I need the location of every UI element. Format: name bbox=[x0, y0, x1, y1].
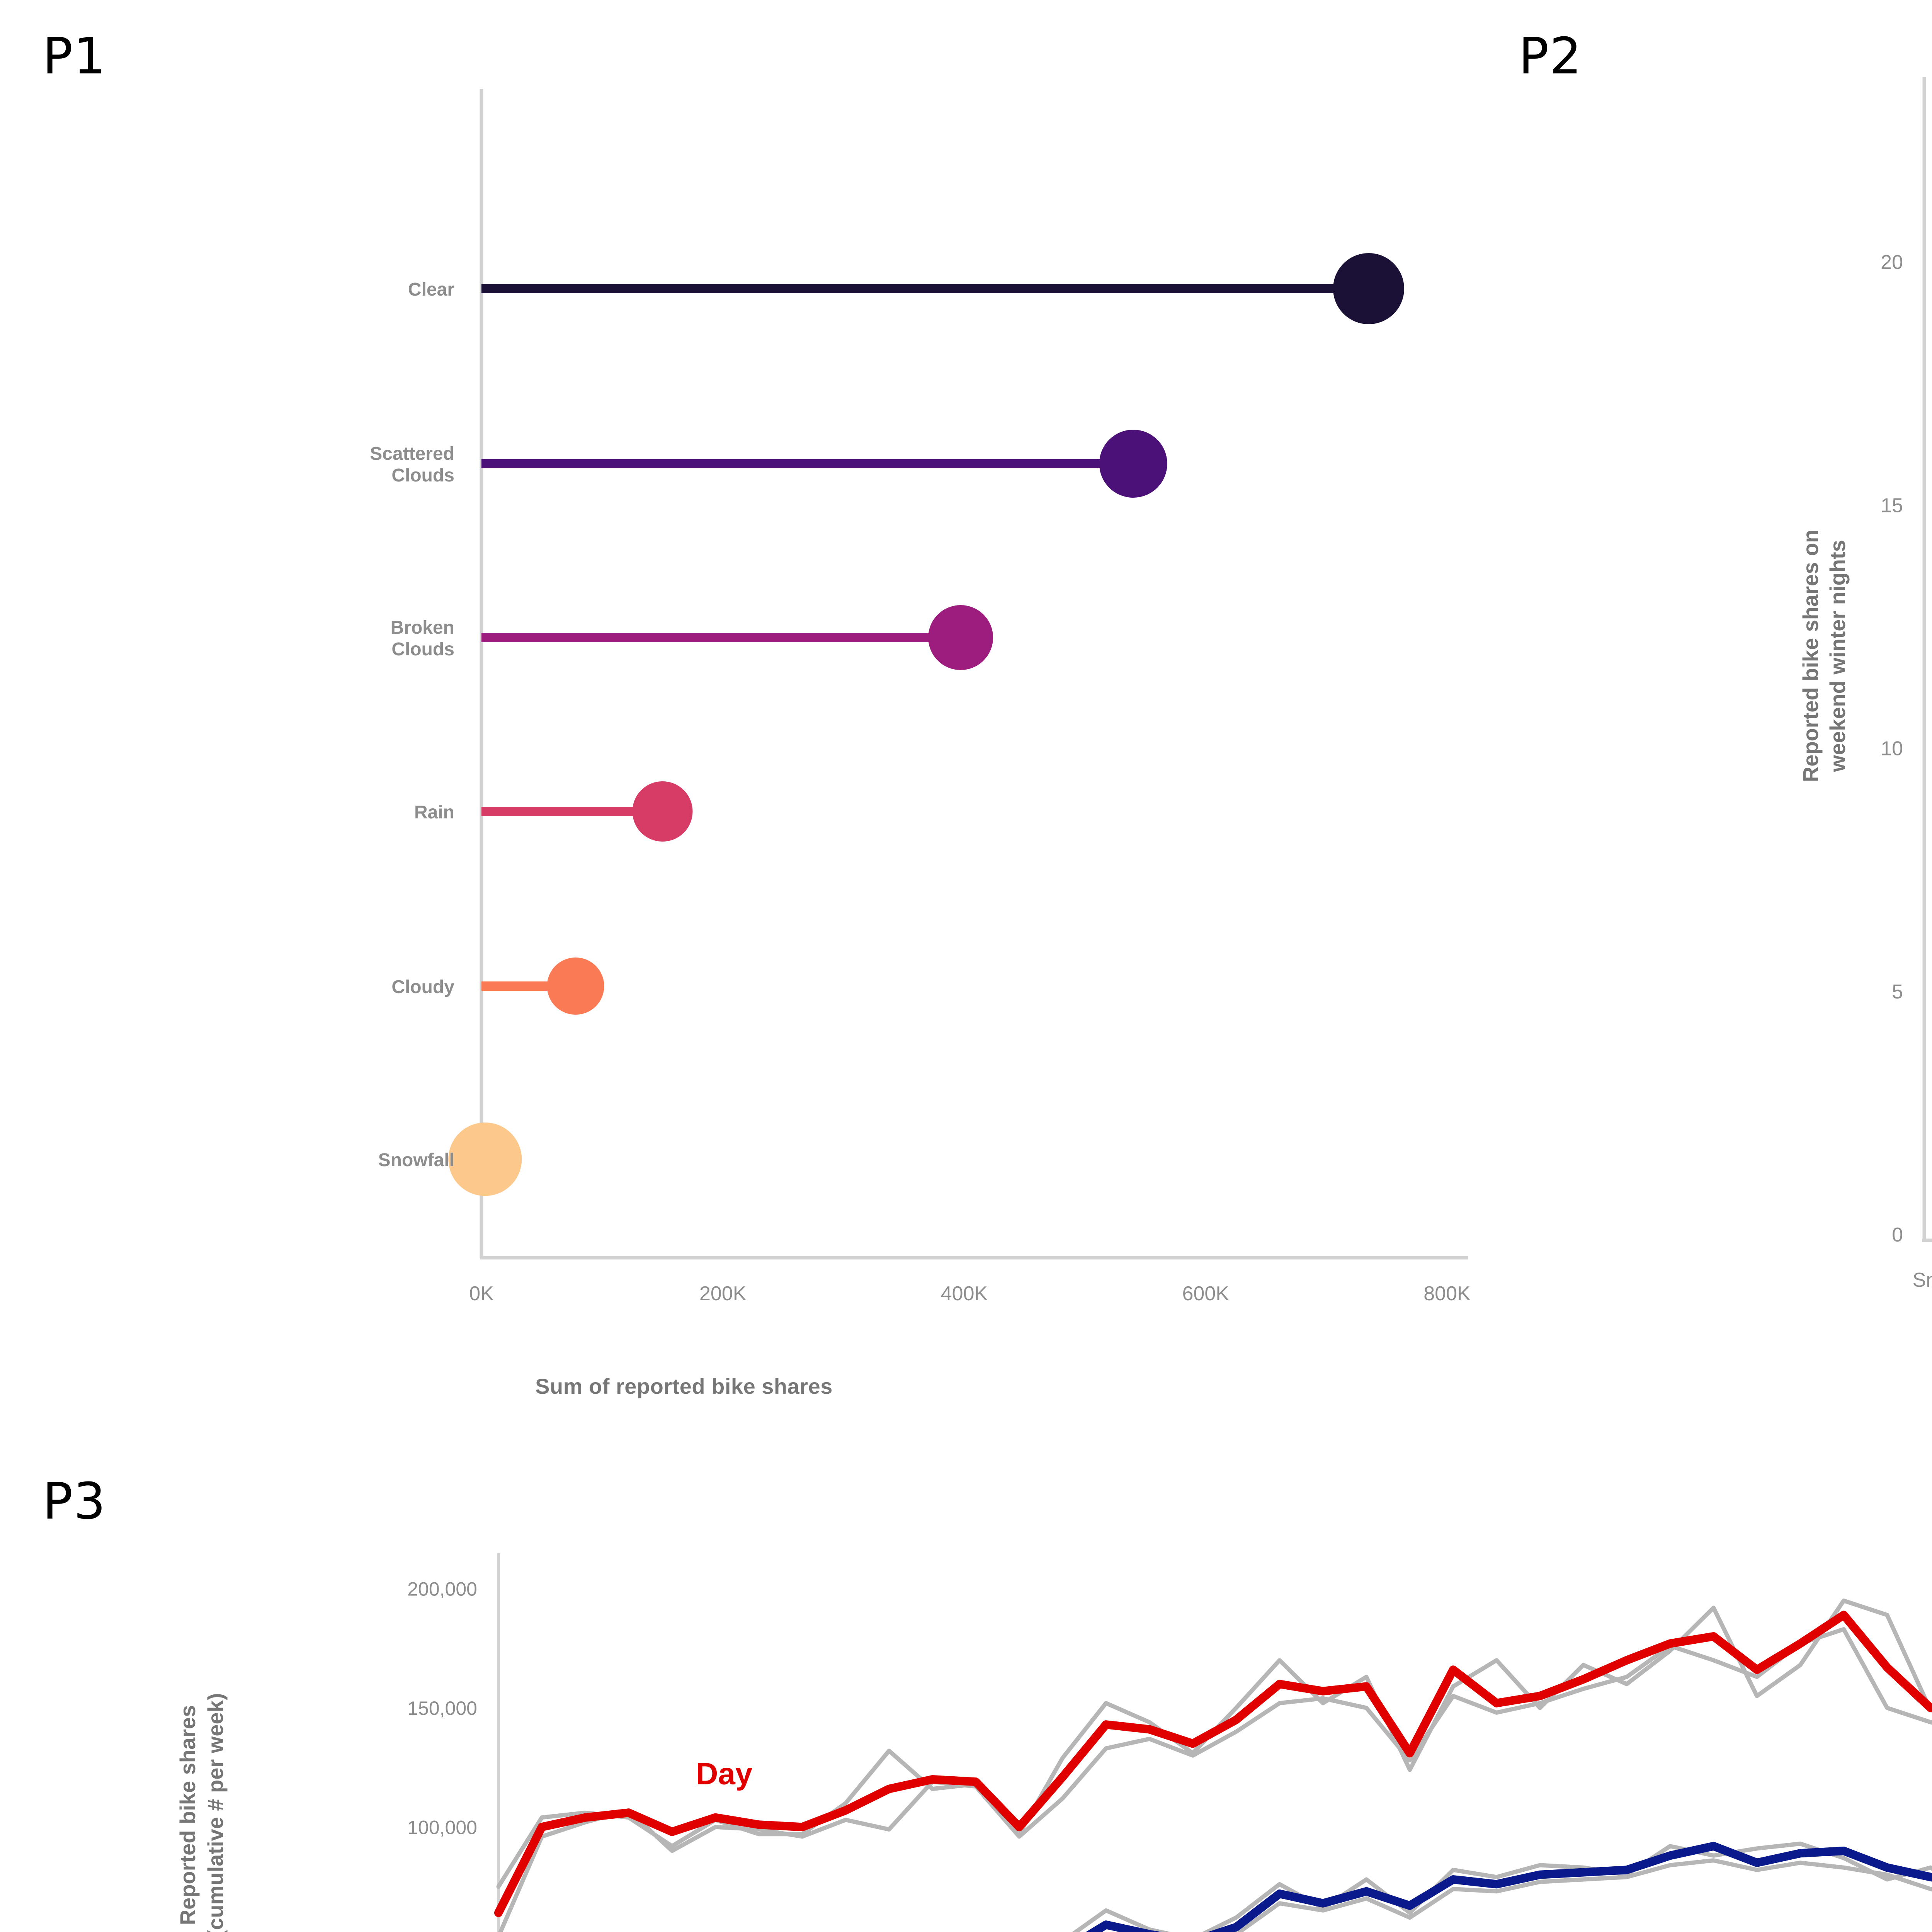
p1-category-label: Cloudy bbox=[391, 977, 454, 997]
p1-x-tick-label: 0K bbox=[469, 1282, 494, 1305]
p2-plot-area: 0 5 10 15 20 Reported bike shares on weekend w… bbox=[1798, 77, 1932, 1291]
p3-y-tick-label: 100,000 bbox=[407, 1816, 477, 1838]
p2-y-tick-label: 20 bbox=[1881, 251, 1903, 274]
p1-category-label: Rain bbox=[414, 802, 454, 823]
lollipop-marker[interactable] bbox=[547, 957, 604, 1015]
p1-x-tick-label: 800K bbox=[1423, 1282, 1471, 1305]
p1-x-axis-title: Sum of reported bike shares bbox=[535, 1374, 833, 1398]
p3-band-line bbox=[498, 1627, 1932, 1932]
p1-x-tick-label: 200K bbox=[699, 1282, 747, 1305]
p2-x-category-label: Snowfall bbox=[1913, 1269, 1932, 1291]
p3-series-group bbox=[494, 1599, 1932, 1932]
lollipop-row bbox=[481, 605, 993, 670]
p1-category-label: Clouds bbox=[391, 639, 454, 660]
p3-band-line bbox=[1235, 1858, 1932, 1932]
lollipop-row bbox=[481, 957, 604, 1015]
lollipop-row bbox=[481, 253, 1404, 324]
p3-y-tick-label: 150,000 bbox=[407, 1697, 477, 1719]
p1-plot-area: ClearScatteredCloudsBrokenCloudsRainClou… bbox=[370, 89, 1471, 1305]
p3-band-line bbox=[496, 1599, 1932, 1889]
svg-text:weekend winter nights: weekend winter nights bbox=[1825, 540, 1850, 772]
p3-y-axis-title: Reported bike shares (cumulative # per we… bbox=[175, 1693, 228, 1932]
p3-band-line bbox=[1072, 1842, 1932, 1932]
lollipop-marker[interactable] bbox=[632, 781, 693, 842]
p1-x-tick-label: 400K bbox=[941, 1282, 988, 1305]
p2-y-tick-label: 5 bbox=[1892, 981, 1903, 1003]
p3-y-tick-label: 200,000 bbox=[407, 1578, 477, 1600]
p2-x-category-labels: SnowfallCloudyRainBrokenCloudsScatteredC… bbox=[1913, 1269, 1932, 1291]
panel-p2-tag: P2 bbox=[1519, 27, 1583, 85]
lollipop-row bbox=[481, 430, 1167, 498]
p3-line-night bbox=[1085, 1842, 1932, 1932]
p2-y-tick-label: 15 bbox=[1881, 494, 1903, 517]
p1-category-label: Clouds bbox=[391, 465, 454, 486]
p2-y-tick-label: 0 bbox=[1892, 1224, 1903, 1246]
lollipop-marker[interactable] bbox=[928, 605, 993, 670]
p3-series-annotations: DayNight bbox=[696, 1756, 753, 1791]
lollipop-row bbox=[481, 781, 693, 842]
p3-plot-area: 050,000100,000150,000200,000151015202530… bbox=[175, 1553, 1932, 1932]
panel-p2-dot-plot: P2 0 5 10 15 20 Reported bike shares on weeken… bbox=[1507, 0, 1932, 1468]
p1-x-tick-label: 600K bbox=[1182, 1282, 1230, 1305]
svg-text:Reported bike shares on: Reported bike shares on bbox=[1798, 530, 1823, 782]
panel-p3-line-chart: P3 050,000100,000150,000200,000151015202… bbox=[0, 1468, 1932, 1932]
panel-p1-tag: P1 bbox=[43, 27, 107, 85]
panel-p1-lollipop-chart: P1 Clear Scattered Clouds Broken Clouds Rain C… bbox=[43, 27, 1471, 1398]
p1-x-ticks: 0K 200K 400K 600K 800K bbox=[469, 1282, 1471, 1305]
p2-y-tick-label: 10 bbox=[1881, 738, 1903, 760]
p3-series-label: Day bbox=[696, 1756, 753, 1791]
lollipop-marker[interactable] bbox=[1099, 430, 1167, 498]
lollipop-marker[interactable] bbox=[448, 1122, 522, 1196]
lollipop-marker[interactable] bbox=[1333, 253, 1404, 324]
p3-line-day bbox=[494, 1611, 1932, 1917]
p1-category-label: Snowfall bbox=[378, 1150, 454, 1170]
p1-category-label: Broken bbox=[391, 617, 454, 638]
p1-category-label: Clear bbox=[408, 279, 454, 300]
panel-p3-tag: P3 bbox=[43, 1472, 107, 1531]
p2-y-ticks: 0 5 10 15 20 bbox=[1881, 251, 1903, 1246]
lollipop-row bbox=[448, 1122, 522, 1196]
p2-y-axis-title: Reported bike shares on weekend winter ni… bbox=[1798, 530, 1850, 782]
p1-lollipops: ClearScatteredCloudsBrokenCloudsRainClou… bbox=[370, 253, 1404, 1196]
p1-category-label: Scattered bbox=[370, 444, 454, 464]
svg-text:Reported bike shares: Reported bike shares bbox=[175, 1705, 200, 1925]
svg-text:(cumulative # per week): (cumulative # per week) bbox=[203, 1693, 228, 1932]
